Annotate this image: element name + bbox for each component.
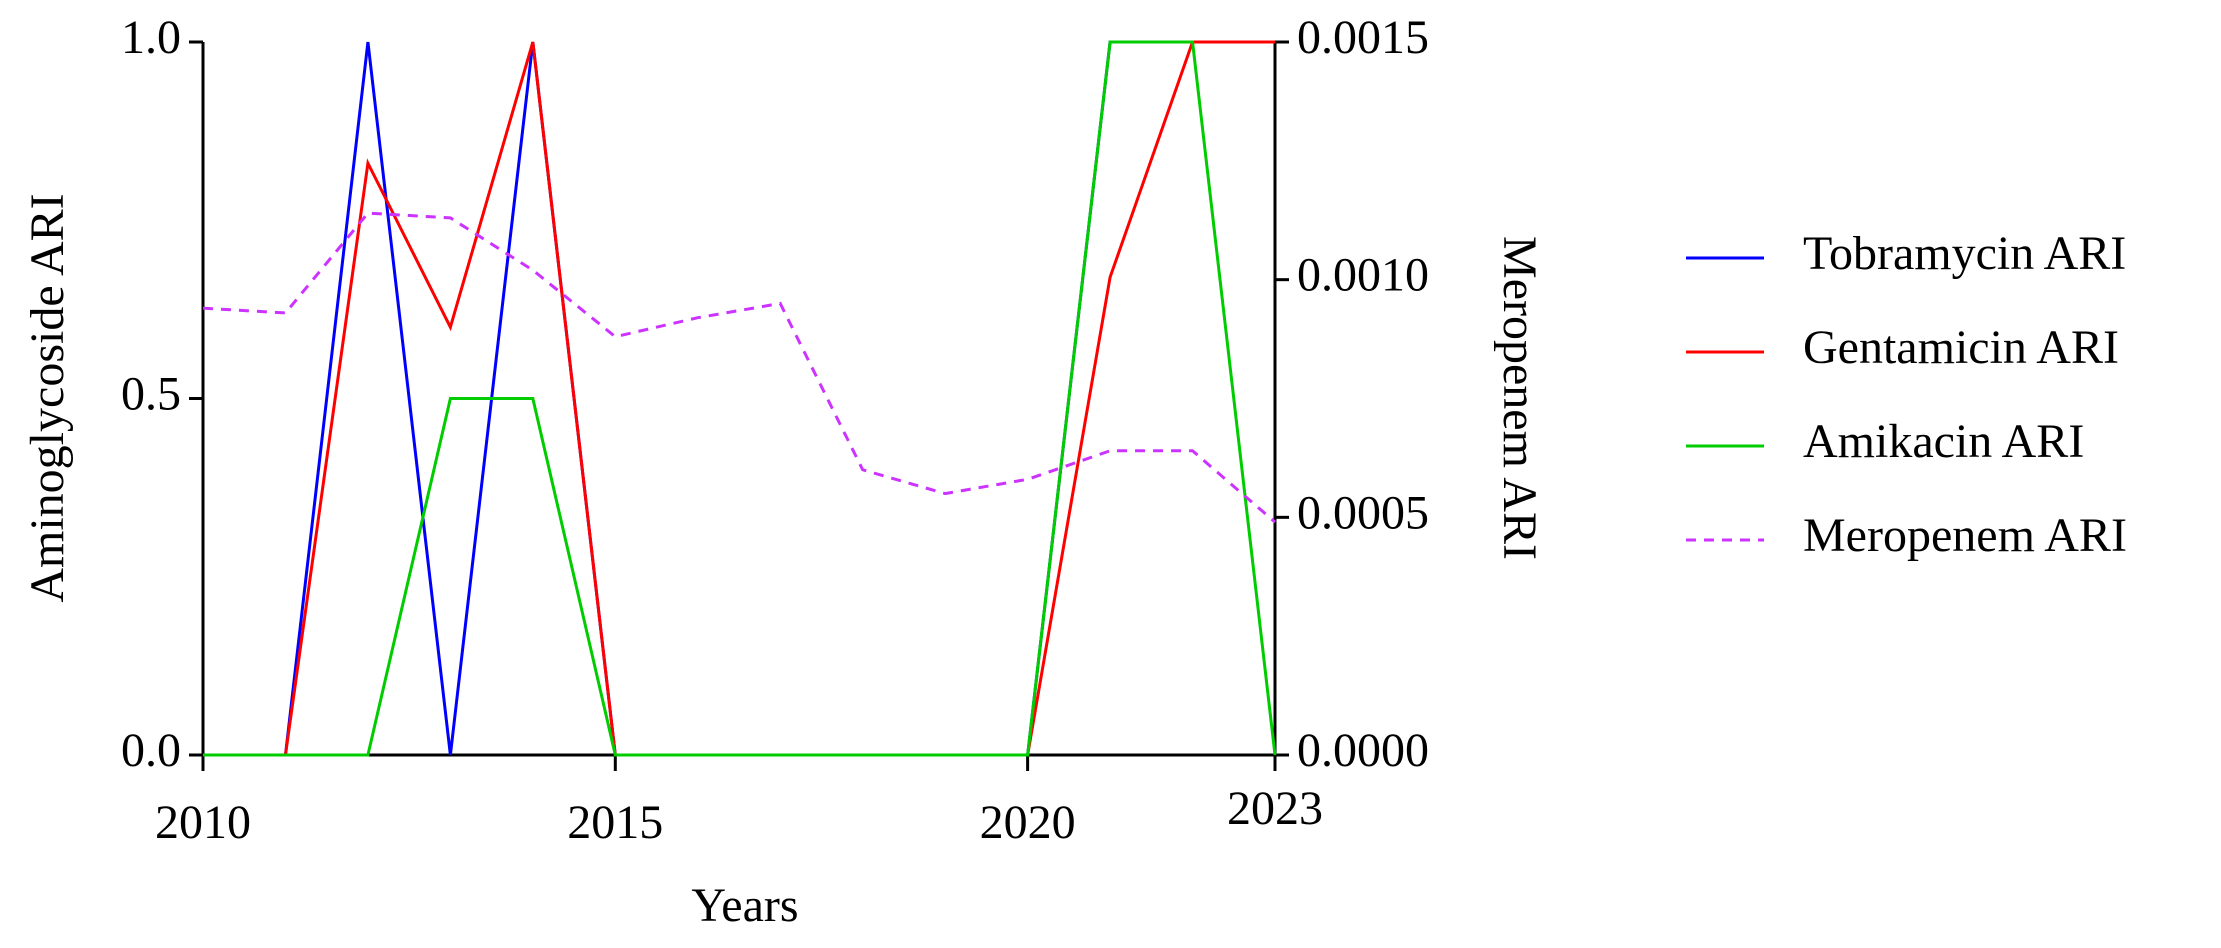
x-tick-label: 2020 [980, 796, 1076, 849]
series-line [202, 211, 1276, 524]
x-axis-title: Years [691, 879, 798, 932]
x-tick-label: 2015 [567, 796, 663, 849]
y-tick-label: 0.0 [121, 724, 181, 777]
y-tick-label: 0.5 [121, 368, 181, 421]
y2-tick-label: 0.0000 [1297, 724, 1429, 777]
legend-label: Gentamicin ARI [1803, 321, 2119, 374]
legend-label: Meropenem ARI [1803, 509, 2127, 562]
y2-axis-title: Meropenem ARI [1493, 236, 1546, 560]
legend-label: Amikacin ARI [1803, 415, 2084, 468]
y2-tick-label: 0.0015 [1297, 11, 1429, 64]
x-tick-label: 2010 [155, 796, 251, 849]
y2-tick-label: 0.0010 [1297, 249, 1429, 302]
series-line [203, 40, 1277, 757]
legend-label: Tobramycin ARI [1803, 227, 2126, 280]
y-tick-label: 1.0 [121, 11, 181, 64]
series-line [203, 40, 1275, 757]
y2-tick-label: 0.0005 [1297, 486, 1429, 539]
series-line [203, 40, 1275, 757]
y-axis-title: Aminoglycoside ARI [21, 193, 74, 602]
x-tick-label: 2023 [1227, 782, 1323, 835]
